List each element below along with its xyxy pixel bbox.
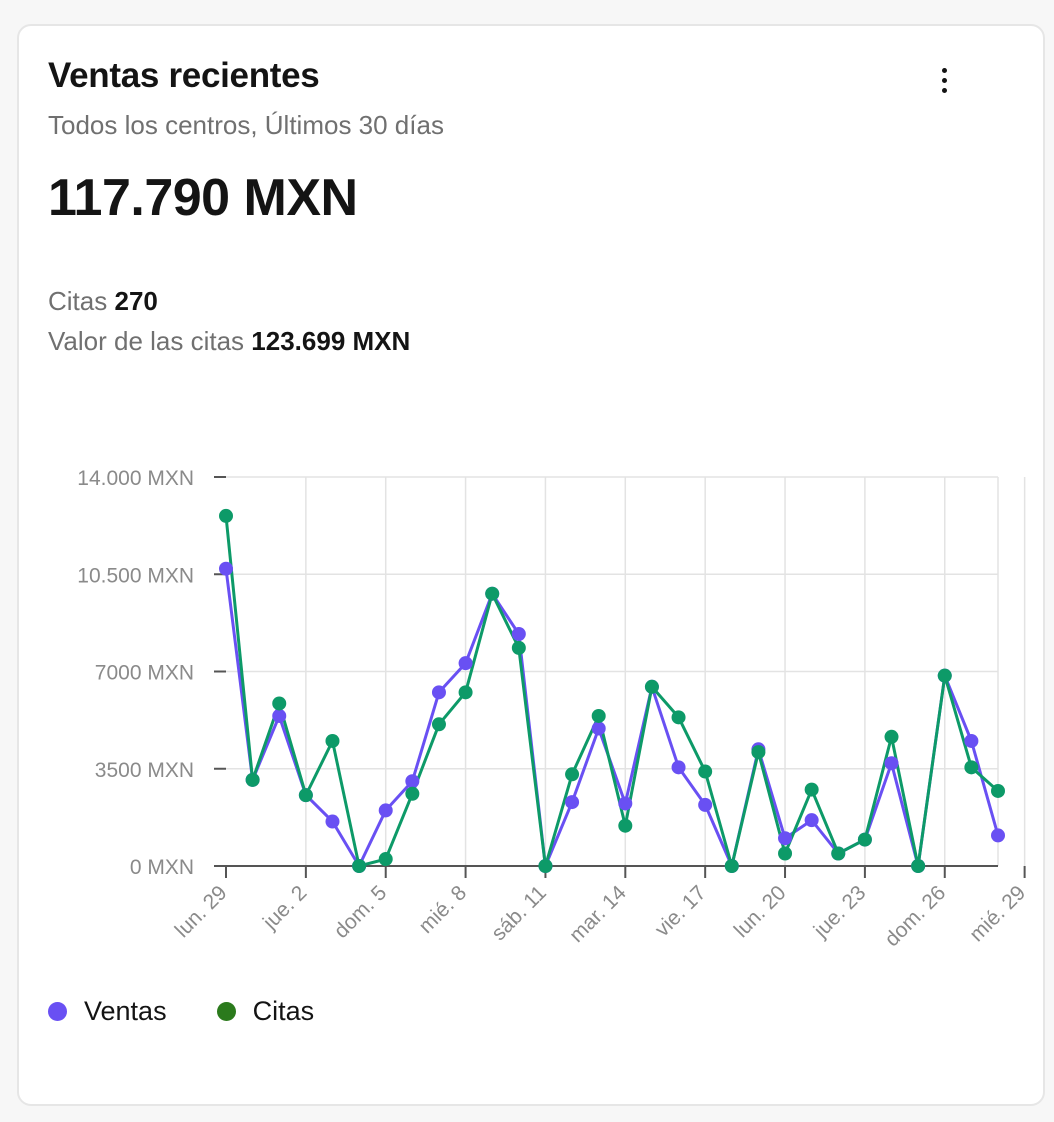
x-tick-label: mar. 14 xyxy=(565,881,631,947)
data-point-citas xyxy=(884,729,899,744)
data-point-citas xyxy=(911,859,926,873)
data-point-citas xyxy=(511,640,526,655)
more-vertical-icon-dot xyxy=(942,78,947,83)
data-point-citas xyxy=(698,764,713,779)
x-tick-label: dom. 26 xyxy=(880,881,950,951)
data-point-ventas xyxy=(219,561,233,576)
x-tick-label: lun. 20 xyxy=(730,881,791,942)
x-tick-label: jue. 2 xyxy=(258,881,311,934)
x-tick-label: jue. 23 xyxy=(809,881,871,943)
legend-item-citas[interactable]: Citas xyxy=(216,996,315,1027)
legend-item-ventas[interactable]: Ventas xyxy=(48,996,167,1027)
x-tick-label: mié. 29 xyxy=(965,881,1030,946)
data-point-ventas xyxy=(778,831,793,846)
data-point-citas xyxy=(991,783,1005,798)
legend-label-ventas: Ventas xyxy=(84,996,167,1026)
x-tick-label: lun. 29 xyxy=(171,881,232,942)
x-tick-label: mié. 8 xyxy=(414,881,471,938)
y-tick-label: 10.500 MXN xyxy=(77,564,194,587)
data-point-ventas xyxy=(991,828,1005,843)
data-point-citas xyxy=(431,717,446,732)
data-point-ventas xyxy=(804,813,819,828)
data-point-ventas xyxy=(671,760,686,775)
recent-sales-card xyxy=(17,24,1045,1106)
card-subtitle: Todos los centros, Últimos 30 días xyxy=(48,110,444,140)
appointments-value-label: Valor de las citas xyxy=(48,326,245,356)
y-tick-label: 3500 MXN xyxy=(95,759,194,782)
total-sales-value: 117.790 MXN xyxy=(48,169,358,227)
series-line-citas xyxy=(224,515,999,868)
card-title: Ventas recientes xyxy=(48,56,320,95)
legend-label-citas: Citas xyxy=(252,996,315,1026)
data-point-ventas xyxy=(964,733,979,748)
data-point-citas xyxy=(831,846,846,861)
data-point-citas xyxy=(778,846,793,861)
data-point-citas xyxy=(804,782,819,797)
data-point-ventas xyxy=(698,797,713,812)
legend-swatch-ventas xyxy=(48,1002,67,1021)
data-point-citas xyxy=(565,767,580,782)
x-tick-label: dom. 5 xyxy=(330,881,392,943)
appointments-stat: Citas 270 xyxy=(48,286,158,317)
appointments-label: Citas xyxy=(48,286,108,316)
data-point-citas xyxy=(618,818,633,833)
more-vertical-icon xyxy=(942,68,947,73)
data-point-ventas xyxy=(565,795,580,810)
appointments-value-stat: Valor de las citas 123.699 MXN xyxy=(48,326,410,357)
chart-legend: Ventas Citas xyxy=(48,996,364,1027)
more-options-button[interactable] xyxy=(924,60,966,102)
data-point-ventas xyxy=(272,708,287,723)
appointments-value: 270 xyxy=(114,286,158,316)
data-point-ventas xyxy=(511,626,526,641)
data-point-citas xyxy=(964,760,979,775)
data-point-ventas xyxy=(458,656,473,671)
x-tick-label: sáb. 11 xyxy=(487,881,551,945)
data-point-ventas xyxy=(884,756,899,771)
chart-series xyxy=(219,508,1005,873)
data-point-citas xyxy=(644,679,659,694)
data-point-citas xyxy=(485,586,500,601)
data-point-citas xyxy=(937,668,952,683)
legend-swatch-citas xyxy=(216,1002,236,1021)
data-point-citas xyxy=(724,859,739,873)
data-point-citas xyxy=(458,685,473,700)
data-point-citas xyxy=(751,745,766,760)
data-point-ventas xyxy=(431,685,446,700)
data-point-citas xyxy=(378,852,393,867)
data-point-citas xyxy=(352,859,367,873)
data-point-citas xyxy=(245,772,260,787)
y-tick-label: 7000 MXN xyxy=(95,662,194,685)
appointments-value-amount: 123.699 MXN xyxy=(251,326,411,356)
y-tick-label: 14.000 MXN xyxy=(77,467,194,490)
data-point-ventas xyxy=(618,796,633,811)
data-point-citas xyxy=(671,710,686,725)
data-point-citas xyxy=(591,708,606,723)
data-point-citas xyxy=(219,508,233,523)
data-point-citas xyxy=(298,788,313,803)
more-vertical-icon-dot xyxy=(942,88,947,93)
x-tick-label: vie. 17 xyxy=(651,881,711,941)
data-point-citas xyxy=(538,859,553,873)
data-point-ventas xyxy=(591,721,606,736)
data-point-ventas xyxy=(378,803,393,818)
data-point-citas xyxy=(272,696,287,711)
y-tick-label: 0 MXN xyxy=(130,856,194,879)
data-point-ventas xyxy=(325,814,340,829)
data-point-ventas xyxy=(405,774,420,789)
data-point-citas xyxy=(325,733,340,748)
data-point-citas xyxy=(857,832,872,847)
series-line-ventas xyxy=(224,568,1000,868)
data-point-citas xyxy=(405,786,420,801)
chart-axes: 0 MXN 3500 MXN 7000 MXN 10.500 MXN 14.000 MX… xyxy=(77,467,1030,951)
